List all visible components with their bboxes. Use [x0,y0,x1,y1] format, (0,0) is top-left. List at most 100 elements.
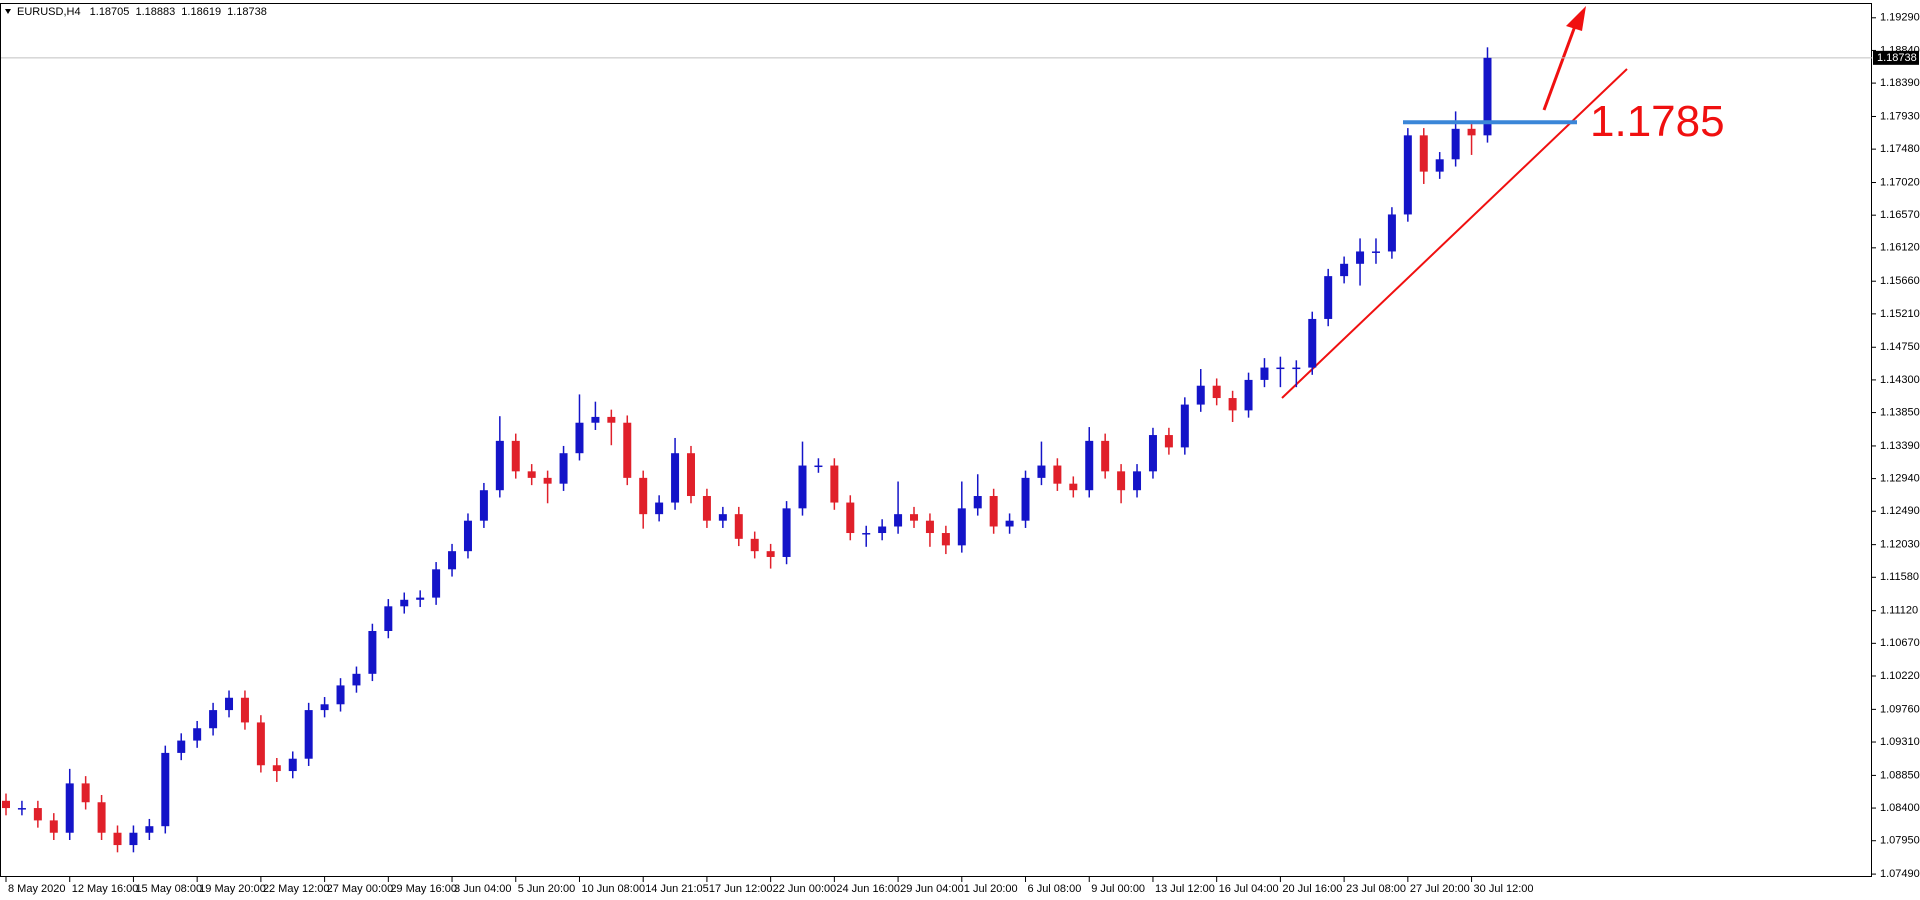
candle-body [17,808,26,810]
candle-body [559,453,568,484]
candle-body [1117,471,1126,491]
candle-body [973,496,982,509]
x-tick-label: 1 Jul 20:00 [964,883,1018,895]
candle-body [1451,128,1460,160]
candle-body [495,440,504,491]
candle-body [830,465,839,503]
y-tick-label: 1.15660 [1880,275,1920,287]
x-tick-label: 19 May 20:00 [199,883,266,895]
menu-triangle[interactable] [5,9,11,14]
candle-body [1069,483,1078,491]
candle-body [1403,135,1412,215]
candle-body [400,599,409,607]
candle-body [894,514,903,527]
candle-body [256,722,265,766]
candle-body [1037,465,1046,478]
candle-body [225,697,234,711]
y-tick-label: 1.19290 [1880,12,1920,24]
candle-body [1101,440,1110,472]
candle-body [750,538,759,552]
candle-body [1387,214,1396,252]
x-tick-label: 30 Jul 12:00 [1474,883,1534,895]
header-high: 1.18883 [135,6,175,18]
candle-body [1164,435,1173,448]
symbol: EURUSD,H4 [17,6,81,18]
candle-body [814,465,823,468]
candle-body [1467,128,1476,136]
candle-body [352,673,361,686]
price-tag-label: 1.18738 [1877,52,1917,64]
x-tick-label: 5 Jun 20:00 [518,883,576,895]
candle-body [240,697,249,723]
candle-body [766,551,775,557]
header-close: 1.18738 [227,6,267,18]
candle-body [1053,465,1062,484]
y-tick-label: 1.10670 [1880,637,1920,649]
candle-body [798,465,807,509]
candle-body [1356,251,1365,264]
x-tick-label: 6 Jul 08:00 [1028,883,1082,895]
candle-body [878,526,887,534]
candle-body [910,514,919,521]
x-tick-label: 20 Jul 16:00 [1282,883,1342,895]
x-tick-label: 10 Jun 08:00 [581,883,645,895]
candle-body [1212,385,1221,399]
x-tick-label: 27 May 00:00 [327,883,394,895]
x-tick-label: 12 May 16:00 [72,883,139,895]
candle-body [655,502,664,515]
candle-body [161,752,170,827]
candle-body [846,502,855,534]
candle-body [782,508,791,557]
candle-body [862,533,871,535]
candle-body [1324,276,1333,319]
price-tag [1873,50,1919,65]
candle-body [65,783,74,833]
candle-body [49,820,58,833]
y-tick-label: 1.11120 [1880,605,1918,617]
candle-body [209,710,218,729]
candle-body [432,569,441,598]
x-tick-label: 29 Jun 04:00 [900,883,964,895]
candle-body [639,477,648,515]
candle-body [33,808,42,821]
y-tick-label: 1.16120 [1880,242,1920,254]
candle-body [145,826,154,833]
candle-body [623,422,632,478]
candle-body [1292,367,1301,370]
candle-body [718,514,727,521]
y-tick-label: 1.18390 [1880,77,1920,89]
y-tick-label: 1.13850 [1880,406,1920,418]
y-tick-label: 1.16570 [1880,209,1920,221]
candle-body [384,606,393,631]
candle-body [1371,251,1380,253]
candle-body [1021,477,1030,521]
candle-body [1483,57,1492,136]
y-tick-label: 1.14300 [1880,374,1920,386]
x-tick-label: 29 May 16:00 [390,883,457,895]
candle-body [1005,520,1014,527]
y-tick-label: 1.17480 [1880,143,1920,155]
candle-body [1196,385,1205,405]
candle-body [607,416,616,423]
candle-body [1180,404,1189,448]
candle-body [1244,379,1253,411]
candle-body [129,832,138,846]
x-tick-label: 17 Jun 12:00 [709,883,773,895]
y-tick-label: 1.13390 [1880,440,1920,452]
candle-body [941,533,950,546]
candle-body [591,416,600,423]
candle-body [1133,471,1142,491]
x-tick-label: 16 Jul 04:00 [1219,883,1279,895]
header-open: 1.18705 [90,6,130,18]
candle-body [1260,367,1269,380]
candle-body [1308,318,1317,368]
candle-body [113,832,122,846]
x-tick-label: 13 Jul 12:00 [1155,883,1215,895]
level-label: 1.1785 [1590,97,1725,146]
y-tick-label: 1.14750 [1880,341,1920,353]
candle-body [989,496,998,527]
arrow-shaft [1542,25,1577,111]
candle-body [1340,263,1349,277]
candle-body [448,551,457,570]
